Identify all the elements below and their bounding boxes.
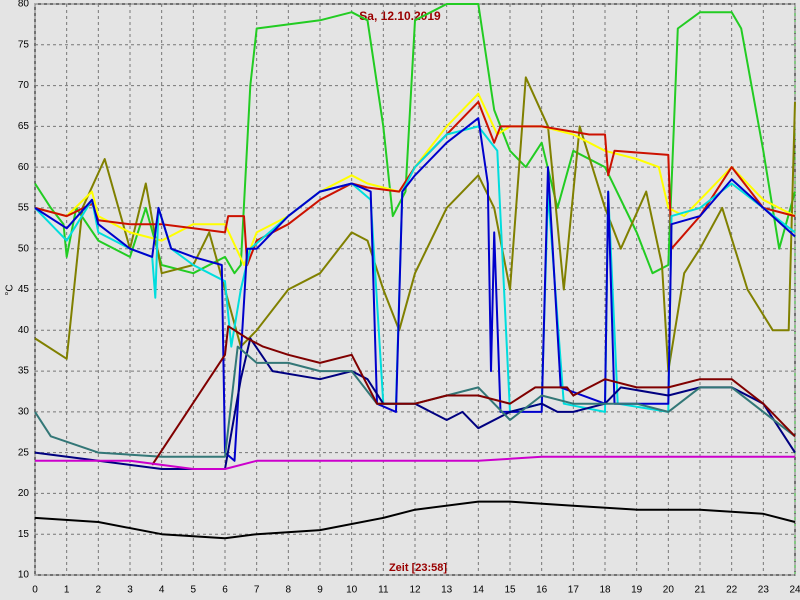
x-tick-label: 17: [568, 585, 580, 596]
y-tick-label: 30: [18, 406, 30, 417]
y-tick-label: 40: [18, 325, 30, 336]
y-axis-label: °C: [5, 284, 16, 295]
y-tick-label: 50: [18, 243, 30, 254]
chart-title: Sa, 12.10.2019: [359, 9, 441, 23]
x-tick-label: 7: [254, 585, 260, 596]
y-tick-label: 45: [18, 284, 30, 295]
y-tick-label: 75: [18, 39, 30, 50]
x-tick-label: 5: [191, 585, 197, 596]
y-tick-label: 65: [18, 121, 30, 132]
x-tick-label: 2: [96, 585, 102, 596]
x-tick-label: 22: [726, 585, 738, 596]
x-tick-label: 6: [222, 585, 228, 596]
x-tick-label: 23: [758, 585, 770, 596]
x-tick-label: 19: [631, 585, 643, 596]
x-axis-label: Zeit [23:58]: [389, 562, 447, 574]
series-line: [34, 337, 796, 470]
series-line: [34, 76, 796, 373]
x-tick-label: 8: [286, 585, 292, 596]
x-tick-label: 15: [504, 585, 516, 596]
x-tick-label: 9: [317, 585, 323, 596]
series-line: [151, 325, 796, 466]
series-line: [34, 500, 796, 540]
x-tick-label: 14: [473, 585, 485, 596]
x-tick-label: 11: [378, 585, 389, 596]
x-tick-label: 10: [346, 585, 358, 596]
y-tick-label: 15: [18, 529, 30, 540]
x-tick-label: 13: [441, 585, 453, 596]
x-tick-label: 1: [64, 585, 70, 596]
x-tick-label: 18: [599, 585, 611, 596]
series-line: [34, 100, 796, 266]
x-tick-label: 12: [409, 585, 421, 596]
series-line: [34, 117, 796, 462]
y-tick-label: 60: [18, 162, 30, 173]
y-tick-label: 25: [18, 447, 30, 458]
y-tick-label: 10: [18, 570, 30, 581]
x-tick-label: 21: [694, 585, 706, 596]
y-tick-label: 70: [18, 80, 30, 91]
y-tick-label: 55: [18, 203, 30, 214]
x-tick-label: 20: [663, 585, 675, 596]
series-line: [35, 455, 795, 470]
x-tick-label: 0: [32, 585, 38, 596]
x-tick-label: 24: [789, 585, 800, 596]
x-tick-label: 4: [159, 585, 165, 596]
y-tick-label: 80: [18, 0, 30, 10]
y-tick-label: 35: [18, 366, 30, 377]
x-tick-label: 16: [536, 585, 548, 596]
x-tick-label: 3: [127, 585, 133, 596]
y-tick-label: 20: [18, 488, 30, 499]
